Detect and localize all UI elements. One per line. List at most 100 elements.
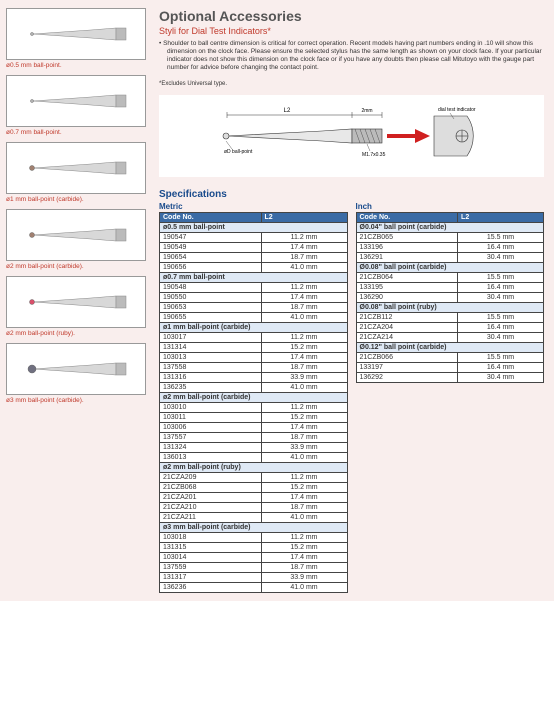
thumbnail-caption: ø0.7 mm ball-point.: [6, 129, 149, 136]
code-cell: 21CZA204: [356, 322, 458, 332]
metric-title: Metric: [159, 202, 348, 211]
table-row: 19055017.4 mm: [160, 292, 348, 302]
code-cell: 190654: [160, 252, 262, 262]
thumbnail-caption: ø2 mm ball-point (ruby).: [6, 330, 149, 337]
col-l2: L2: [261, 212, 347, 222]
l2-cell: 30.4 mm: [458, 252, 544, 262]
l2-cell: 15.5 mm: [458, 232, 544, 242]
code-cell: 21CZB065: [356, 232, 458, 242]
table-row: 21CZB06615.5 mm: [356, 352, 544, 362]
l2-cell: 16.4 mm: [458, 282, 544, 292]
section-row: ø3 mm ball-point (carbide): [160, 522, 348, 532]
l2-cell: 41.0 mm: [261, 452, 347, 462]
l2-cell: 11.2 mm: [261, 472, 347, 482]
diagram-area: L2 2mm øD ball-point M1.7x0.35 dial test…: [159, 95, 544, 177]
l2-cell: 17.4 mm: [261, 422, 347, 432]
code-cell: 21CZA211: [160, 512, 262, 522]
code-cell: 190550: [160, 292, 262, 302]
page: ø0.5 mm ball-point. ø0.7 mm ball-point. …: [0, 0, 554, 601]
l2-cell: 11.2 mm: [261, 402, 347, 412]
l2-cell: 18.7 mm: [261, 252, 347, 262]
code-cell: 136013: [160, 452, 262, 462]
table-row: 13319616.4 mm: [356, 242, 544, 252]
table-row: 21CZB06415.5 mm: [356, 272, 544, 282]
ball-label: øD ball-point: [224, 149, 253, 155]
thumbnail: [6, 75, 146, 127]
page-title: Optional Accessories: [159, 8, 544, 24]
l2-cell: 41.0 mm: [261, 582, 347, 592]
code-cell: 133197: [356, 362, 458, 372]
table-row: 21CZA21018.7 mm: [160, 502, 348, 512]
l2-cell: 33.9 mm: [261, 442, 347, 452]
inch-column: Inch Code No.L2Ø0.04" ball point (carbid…: [356, 202, 545, 383]
l2-cell: 15.2 mm: [261, 412, 347, 422]
col-code: Code No.: [160, 212, 262, 222]
inch-table: Code No.L2Ø0.04" ball point (carbide)21C…: [356, 212, 545, 383]
code-cell: 131317: [160, 572, 262, 582]
l2-cell: 18.7 mm: [261, 562, 347, 572]
table-row: 13755918.7 mm: [160, 562, 348, 572]
tables-wrap: Metric Code No.L2ø0.5 mm ball-point19054…: [159, 202, 544, 593]
code-cell: 131314: [160, 342, 262, 352]
col-l2: L2: [458, 212, 544, 222]
code-cell: 136236: [160, 582, 262, 592]
table-row: 13132433.9 mm: [160, 442, 348, 452]
table-row: 13629130.4 mm: [356, 252, 544, 262]
table-row: 19065541.0 mm: [160, 312, 348, 322]
specs-title: Specifications: [159, 189, 544, 200]
table-row: 13601341.0 mm: [160, 452, 348, 462]
table-row: 13623641.0 mm: [160, 582, 348, 592]
l2-cell: 33.9 mm: [261, 572, 347, 582]
code-cell: 131324: [160, 442, 262, 452]
info-note: Shoulder to ball centre dimension is cri…: [159, 40, 544, 73]
l2-cell: 17.4 mm: [261, 292, 347, 302]
page-subtitle: Styli for Dial Test Indicators*: [159, 26, 544, 36]
section-row: ø0.5 mm ball-point: [160, 222, 348, 232]
table-row: 13131415.2 mm: [160, 342, 348, 352]
content-column: Optional Accessories Styli for Dial Test…: [155, 0, 554, 601]
code-cell: 136290: [356, 292, 458, 302]
thumbnail: [6, 142, 146, 194]
code-cell: 103011: [160, 412, 262, 422]
l2-cell: 15.2 mm: [261, 342, 347, 352]
table-row: 13629030.4 mm: [356, 292, 544, 302]
section-row: ø2 mm ball-point (ruby): [160, 462, 348, 472]
table-row: 19054811.2 mm: [160, 282, 348, 292]
section-row: Ø0.08" ball point (ruby): [356, 302, 544, 312]
thumbnail-caption: ø3 mm ball-point (carbide).: [6, 397, 149, 404]
l2-cell: 30.4 mm: [458, 372, 544, 382]
table-row: 13319516.4 mm: [356, 282, 544, 292]
table-row: 19054917.4 mm: [160, 242, 348, 252]
code-cell: 103013: [160, 352, 262, 362]
l2-cell: 16.4 mm: [458, 362, 544, 372]
code-cell: 21CZB066: [356, 352, 458, 362]
code-cell: 21CZA210: [160, 502, 262, 512]
section-row: ø0.7 mm ball-point: [160, 272, 348, 282]
table-row: 19065641.0 mm: [160, 262, 348, 272]
code-cell: 190548: [160, 282, 262, 292]
code-cell: 21CZA214: [356, 332, 458, 342]
code-cell: 131315: [160, 542, 262, 552]
table-row: 10301011.2 mm: [160, 402, 348, 412]
code-cell: 137558: [160, 362, 262, 372]
l2-cell: 18.7 mm: [261, 302, 347, 312]
table-row: 13629230.4 mm: [356, 372, 544, 382]
l2-cell: 16.4 mm: [458, 322, 544, 332]
table-row: 13131633.9 mm: [160, 372, 348, 382]
table-row: 21CZB11215.5 mm: [356, 312, 544, 322]
thumbnail-caption: ø2 mm ball-point (carbide).: [6, 263, 149, 270]
code-cell: 103006: [160, 422, 262, 432]
table-row: 10301115.2 mm: [160, 412, 348, 422]
code-cell: 21CZB064: [356, 272, 458, 282]
table-row: 21CZB06515.5 mm: [356, 232, 544, 242]
section-row: ø2 mm ball-point (carbide): [160, 392, 348, 402]
code-cell: 21CZB112: [356, 312, 458, 322]
code-cell: 190656: [160, 262, 262, 272]
l2-cell: 18.7 mm: [261, 362, 347, 372]
code-cell: 103014: [160, 552, 262, 562]
code-cell: 136235: [160, 382, 262, 392]
metric-column: Metric Code No.L2ø0.5 mm ball-point 19054…: [159, 202, 348, 593]
section-row: Ø0.12" ball point (carbide): [356, 342, 544, 352]
code-cell: 21CZB068: [160, 482, 262, 492]
code-cell: 103018: [160, 532, 262, 542]
